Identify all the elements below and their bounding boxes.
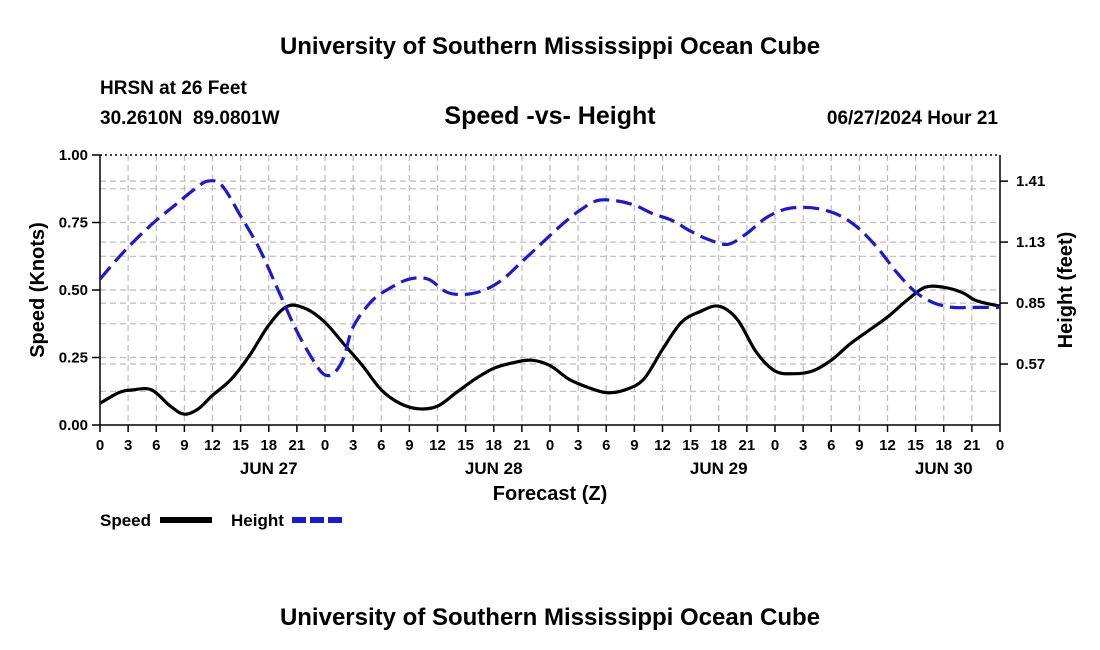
x-tick-label: 9 xyxy=(630,437,638,454)
x-tick-label: 0 xyxy=(321,437,329,454)
y-tick-label: 0.50 xyxy=(59,282,88,299)
x-tick-label: 3 xyxy=(124,437,132,454)
x-date-label: JUN 28 xyxy=(465,459,523,478)
x-tick-label: 3 xyxy=(799,437,807,454)
left-axis: 0.00 0.25 0.50 0.75 1.00 xyxy=(59,147,100,434)
x-tick-label: 0 xyxy=(996,437,1004,454)
x-tick-label: 21 xyxy=(964,437,981,454)
legend: Speed Height xyxy=(100,511,344,530)
x-date-label: JUN 29 xyxy=(690,459,748,478)
x-tick-label: 18 xyxy=(710,437,727,454)
y2-tick-label: 1.41 xyxy=(1016,173,1045,190)
x-axis: 0 3 6 9 12 15 18 21 0 3 6 9 12 15 18 21 0 3 6 9 12 15 18 21 0 3 6 9… xyxy=(96,425,1004,478)
x-tick-label: 0 xyxy=(96,437,104,454)
x-tick-label: 9 xyxy=(405,437,413,454)
x-tick-label: 6 xyxy=(377,437,385,454)
y2-tick-label: 1.13 xyxy=(1016,234,1045,251)
x-tick-label: 9 xyxy=(855,437,863,454)
legend-height-label: Height xyxy=(231,511,284,530)
x-tick-label: 18 xyxy=(935,437,952,454)
header-title: University of Southern Mississippi Ocean… xyxy=(280,33,820,60)
y-tick-label: 0.00 xyxy=(59,417,88,434)
coords-label: 30.2610N 89.0801W xyxy=(100,108,280,129)
x-tick-label: 3 xyxy=(574,437,582,454)
series-layer xyxy=(98,179,1001,416)
station-label: HRSN at 26 Feet xyxy=(100,78,247,99)
y-tick-label: 0.75 xyxy=(59,215,88,232)
x-tick-label: 15 xyxy=(457,437,474,454)
x-tick-label: 21 xyxy=(739,437,756,454)
grid xyxy=(100,155,1000,425)
x-tick-label: 15 xyxy=(907,437,924,454)
x-tick-label: 18 xyxy=(260,437,277,454)
x-tick-label: 9 xyxy=(180,437,188,454)
x-tick-label: 6 xyxy=(602,437,610,454)
x-tick-label: 18 xyxy=(485,437,502,454)
y2-tick-label: 0.85 xyxy=(1016,295,1045,312)
date-hour-label: 06/27/2024 Hour 21 xyxy=(827,108,999,129)
x-date-label: JUN 30 xyxy=(915,459,973,478)
right-axis: 0.57 0.85 1.13 1.41 xyxy=(1000,173,1045,373)
footer-title: University of Southern Mississippi Ocean… xyxy=(280,604,820,631)
x-tick-label: 12 xyxy=(879,437,896,454)
x-tick-label: 6 xyxy=(827,437,835,454)
legend-speed-label: Speed xyxy=(100,511,151,530)
x-tick-label: 0 xyxy=(771,437,779,454)
x-tick-label: 3 xyxy=(349,437,357,454)
speed-series-line xyxy=(99,284,1001,416)
y-axis-title: Speed (Knots) xyxy=(27,222,49,358)
y2-axis-title: Height (feet) xyxy=(1055,232,1077,349)
x-date-label: JUN 27 xyxy=(240,459,298,478)
height-series-line xyxy=(98,179,1000,378)
x-tick-label: 15 xyxy=(682,437,699,454)
x-tick-label: 6 xyxy=(152,437,160,454)
x-tick-label: 21 xyxy=(514,437,531,454)
x-tick-label: 12 xyxy=(204,437,221,454)
x-axis-title: Forecast (Z) xyxy=(493,483,607,505)
y2-tick-label: 0.57 xyxy=(1016,356,1045,373)
x-tick-label: 0 xyxy=(546,437,554,454)
y-tick-label: 0.25 xyxy=(59,350,88,367)
x-tick-label: 12 xyxy=(429,437,446,454)
y-tick-label: 1.00 xyxy=(59,147,88,164)
x-tick-label: 12 xyxy=(654,437,671,454)
chart-title: Speed -vs- Height xyxy=(444,102,656,130)
x-tick-label: 21 xyxy=(289,437,306,454)
x-tick-label: 15 xyxy=(232,437,249,454)
